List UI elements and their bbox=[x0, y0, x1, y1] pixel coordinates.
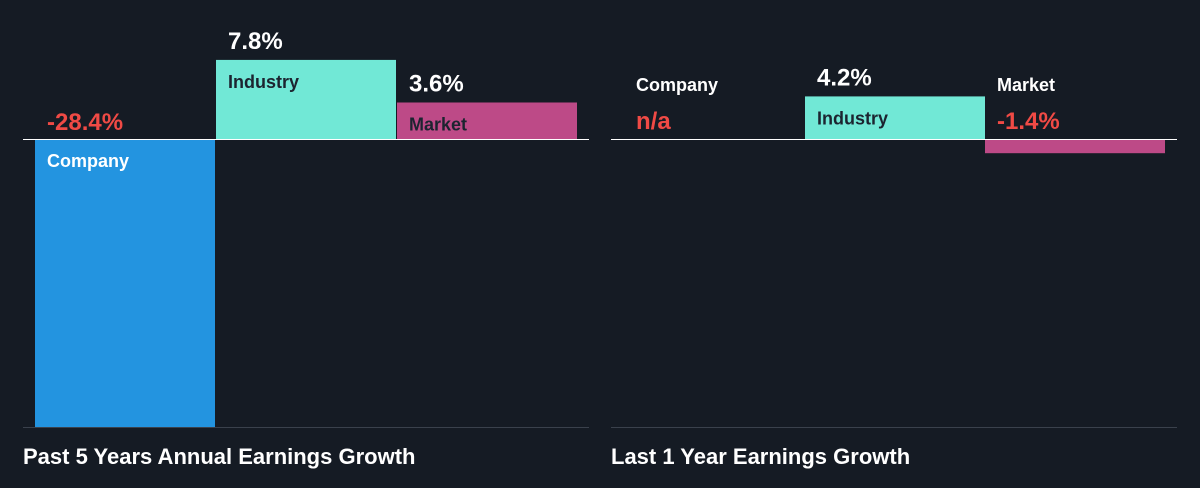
chart-title: Past 5 Years Annual Earnings Growth bbox=[23, 444, 415, 469]
bar-company bbox=[35, 139, 215, 427]
value-label: 4.2% bbox=[817, 64, 872, 91]
bar-industry bbox=[216, 59, 396, 139]
value-label: 3.6% bbox=[409, 70, 464, 97]
chart-panel-2: Company n/a Industry 4.2% Market -1.4% Last 1 … bbox=[611, 64, 1177, 469]
bar-market bbox=[397, 102, 577, 139]
category-label: Company bbox=[636, 75, 718, 95]
value-label: n/a bbox=[636, 108, 671, 135]
value-label: 7.8% bbox=[228, 28, 283, 55]
category-label: Industry bbox=[817, 108, 888, 128]
value-label: -28.4% bbox=[47, 109, 123, 136]
category-label: Market bbox=[997, 75, 1055, 95]
value-label: -1.4% bbox=[997, 108, 1060, 135]
chart-title: Last 1 Year Earnings Growth bbox=[611, 444, 910, 469]
bar-market bbox=[985, 139, 1165, 154]
bar-industry bbox=[805, 96, 985, 139]
category-label: Market bbox=[409, 114, 467, 134]
category-label: Company bbox=[47, 151, 129, 171]
category-label: Industry bbox=[228, 72, 299, 92]
chart-panel-1: Company -28.4% Industry 7.8% Market 3.6% Past … bbox=[23, 28, 589, 469]
